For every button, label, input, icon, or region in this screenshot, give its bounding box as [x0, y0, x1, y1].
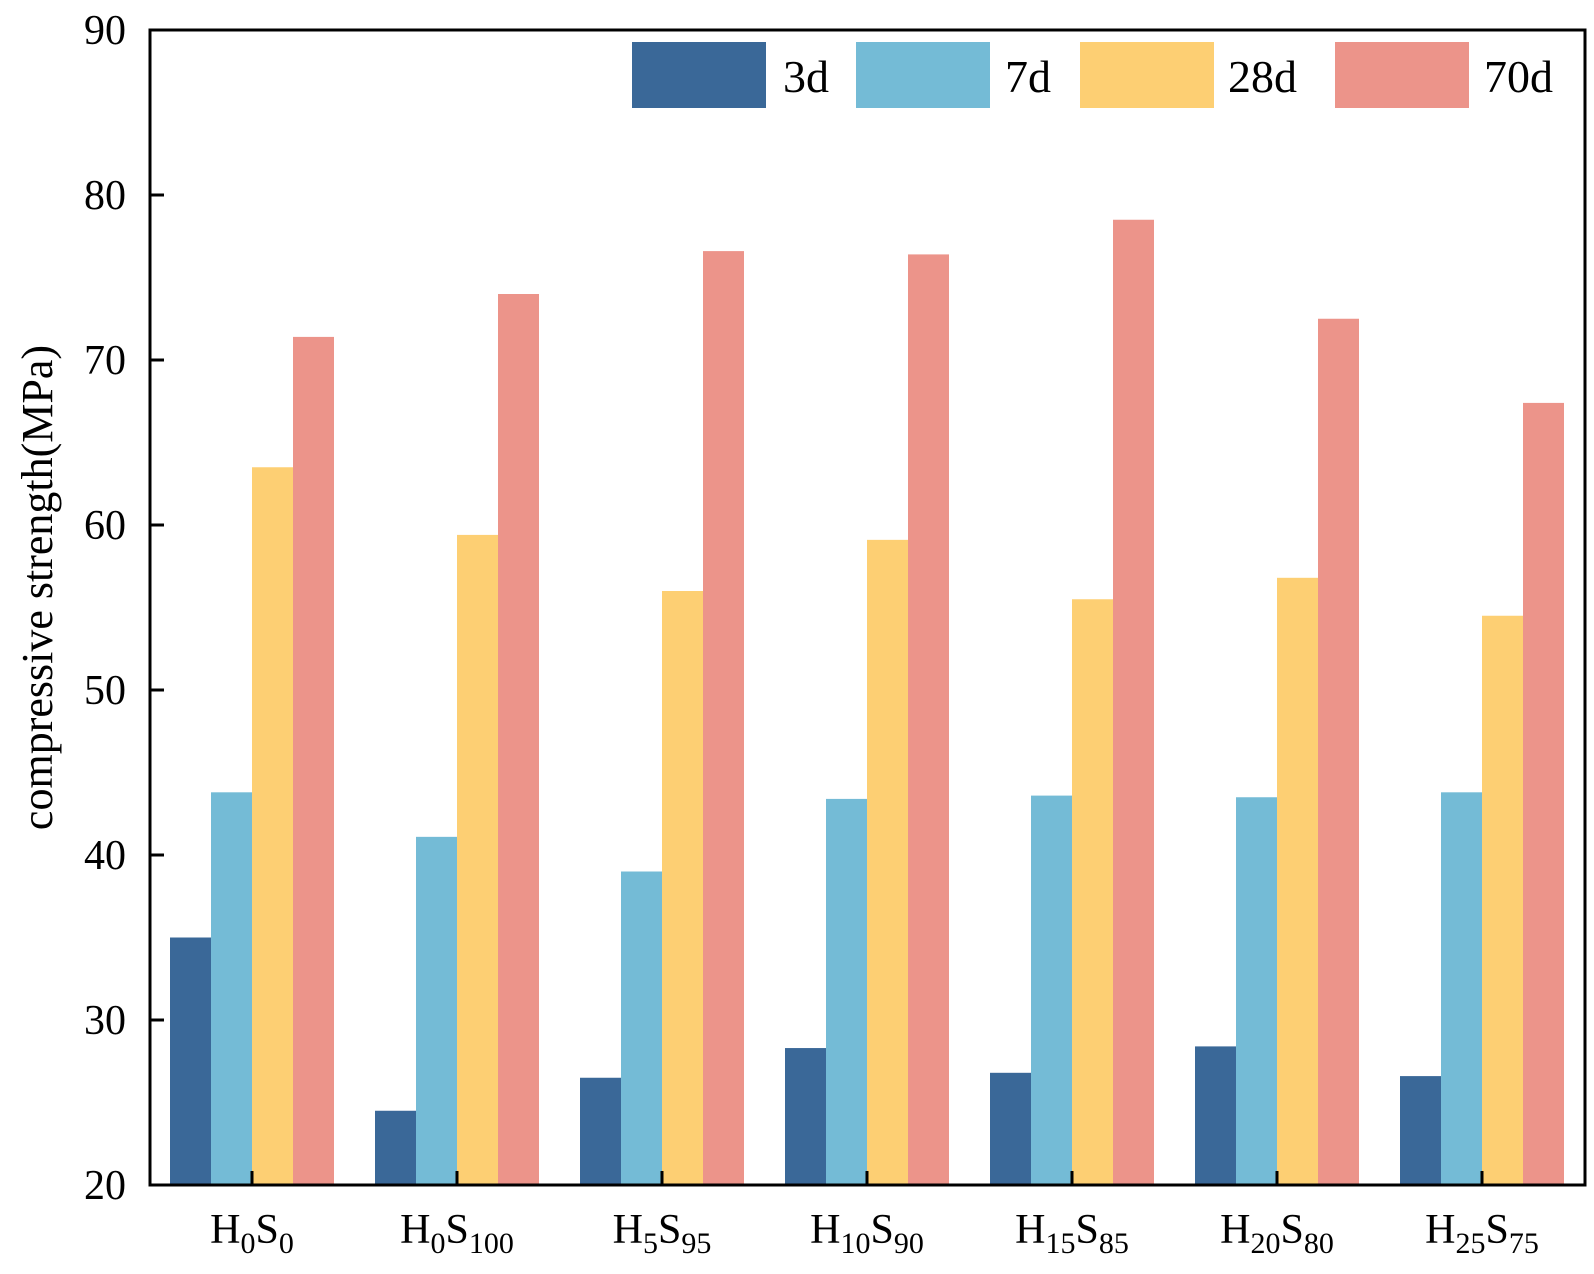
x-axis: H0S0 H0S100 H5S95 H10S90 H15S85 H20S80 H25S75	[210, 1171, 1539, 1260]
y-axis: 20 30 40 50 60 70 80 90	[84, 8, 164, 1209]
bar-28d-4	[1072, 599, 1113, 1185]
x-tick-label-6: H25S75	[1425, 1207, 1539, 1260]
y-tick-label-20: 20	[84, 1163, 126, 1209]
legend-swatch-3d	[632, 42, 766, 108]
bar-28d-6	[1482, 615, 1523, 1185]
bar-70d-3	[908, 254, 949, 1185]
bar-70d-0	[293, 336, 334, 1185]
bar-3d-5	[1195, 1046, 1236, 1185]
bar-7d-3	[826, 798, 867, 1185]
y-tick-label-70: 70	[84, 338, 126, 384]
y-tick-label-60: 60	[84, 503, 126, 549]
y-axis-title: compressive strength(MPa)	[13, 345, 62, 830]
bar-7d-6	[1441, 792, 1482, 1185]
bars-layer	[170, 219, 1564, 1186]
bar-7d-0	[211, 792, 252, 1185]
y-tick-label-30: 30	[84, 998, 126, 1044]
x-tick-label-0: H0S0	[210, 1207, 294, 1260]
x-tick-label-1: H0S100	[400, 1207, 514, 1260]
bar-70d-5	[1318, 318, 1359, 1185]
bar-70d-1	[498, 294, 539, 1185]
y-tick-label-80: 80	[84, 173, 126, 219]
bar-28d-3	[867, 539, 908, 1185]
bar-3d-4	[990, 1072, 1031, 1185]
x-tick-label-4: H15S85	[1015, 1207, 1129, 1260]
y-tick-label-90: 90	[84, 8, 126, 54]
legend-label-28d: 28d	[1228, 51, 1297, 102]
legend-swatch-28d	[1080, 42, 1214, 108]
bar-3d-2	[580, 1077, 621, 1185]
legend-swatch-70d	[1335, 42, 1469, 108]
bar-28d-1	[457, 534, 498, 1185]
bar-28d-2	[662, 591, 703, 1185]
bar-28d-0	[252, 467, 293, 1185]
bar-70d-6	[1523, 402, 1564, 1185]
legend-label-70d: 70d	[1484, 51, 1553, 102]
bar-7d-4	[1031, 795, 1072, 1185]
y-tick-label-40: 40	[84, 833, 126, 879]
legend-label-3d: 3d	[783, 51, 829, 102]
legend-label-7d: 7d	[1005, 51, 1051, 102]
bar-28d-5	[1277, 577, 1318, 1185]
bar-70d-4	[1113, 219, 1154, 1185]
legend: 3d 7d 28d 70d	[632, 42, 1553, 108]
y-tick-label-50: 50	[84, 668, 126, 714]
bar-7d-1	[416, 836, 457, 1185]
bar-3d-0	[170, 937, 211, 1185]
legend-swatch-7d	[856, 42, 990, 108]
bar-70d-2	[703, 251, 744, 1186]
x-tick-label-2: H5S95	[613, 1207, 712, 1260]
x-tick-label-3: H10S90	[810, 1207, 924, 1260]
bar-3d-1	[375, 1110, 416, 1185]
bar-7d-2	[621, 871, 662, 1185]
bar-3d-6	[1400, 1076, 1441, 1185]
x-tick-label-5: H20S80	[1220, 1207, 1334, 1260]
bar-3d-3	[785, 1048, 826, 1185]
bar-7d-5	[1236, 797, 1277, 1185]
